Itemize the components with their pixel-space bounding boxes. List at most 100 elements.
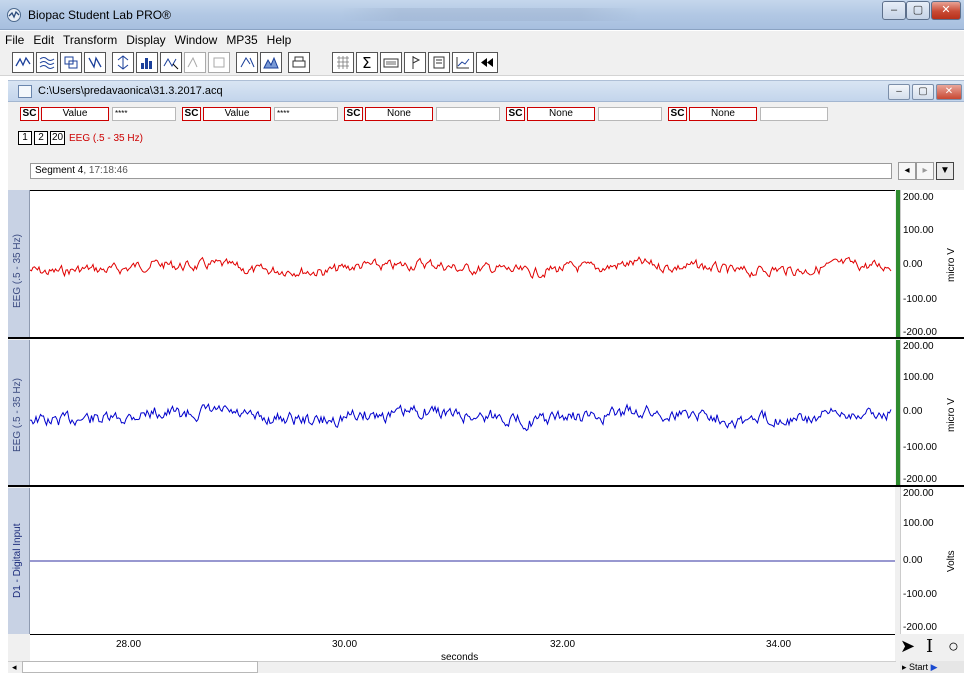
- channel-1-button[interactable]: 1: [18, 131, 32, 145]
- measurement-channel-4[interactable]: SC: [506, 107, 525, 121]
- rewind-icon[interactable]: [476, 52, 498, 73]
- menu-bar: File Edit Transform Display Window MP35 Help: [0, 31, 964, 49]
- measurement-result-1: ****: [112, 107, 176, 121]
- segment-time: , 17:18:46: [83, 165, 128, 176]
- eeg-trace-1: [30, 256, 892, 279]
- channel-2-button[interactable]: 2: [34, 131, 48, 145]
- start-bar: ▸ Start ▶: [900, 661, 964, 673]
- channel-20-button[interactable]: 20: [50, 131, 65, 145]
- scale-icon[interactable]: [112, 52, 134, 73]
- ch2-tick-m200: -200.00: [903, 474, 937, 485]
- channel-3-label-bar: D1 - Digital Input: [8, 488, 30, 634]
- menu-display[interactable]: Display: [126, 33, 166, 47]
- zoom-icon[interactable]: [160, 52, 182, 73]
- x-tick-30: 30.00: [332, 639, 358, 650]
- start-play-icon[interactable]: ▶: [930, 662, 938, 672]
- menu-edit[interactable]: Edit: [33, 33, 55, 47]
- printer-icon[interactable]: [288, 52, 310, 73]
- ch3-tick-m200: -200.00: [903, 622, 937, 633]
- doc-minimize-button[interactable]: –: [888, 84, 910, 100]
- segment-bar: Segment 4, 17:18:46: [30, 163, 892, 179]
- horizontal-scroll-thumb[interactable]: [22, 661, 258, 673]
- menu-help[interactable]: Help: [266, 33, 292, 47]
- measurement-function-2[interactable]: Value: [203, 107, 271, 121]
- channel-1-name: EEG (.5 - 35 Hz): [12, 234, 23, 308]
- measurement-channel-2[interactable]: SC: [182, 107, 201, 121]
- document-title-bar: C:\Users\predavaonica\31.3.2017.acq – ▢ …: [8, 80, 964, 102]
- ch2-tick-100: 100.00: [903, 372, 934, 383]
- close-button[interactable]: ✕: [931, 1, 961, 20]
- channel-separator-1: [8, 337, 964, 339]
- waveform-icon[interactable]: [12, 52, 34, 73]
- transform-icon[interactable]: [84, 52, 106, 73]
- x-tick-32: 32.00: [550, 639, 576, 650]
- doc-close-button[interactable]: ✕: [936, 84, 962, 100]
- time-axis: [30, 634, 895, 661]
- ch1-tick-0: 0.00: [903, 259, 923, 270]
- histogram-icon[interactable]: [136, 52, 158, 73]
- peak-icon[interactable]: [184, 52, 206, 73]
- menu-mp35[interactable]: MP35: [226, 33, 258, 47]
- journal-icon[interactable]: [428, 52, 450, 73]
- menu-file[interactable]: File: [5, 33, 25, 47]
- selected-channel-label: EEG (.5 - 35 Hz): [69, 133, 143, 144]
- measurement-result-3: [436, 107, 500, 121]
- toolbar: Σ: [0, 49, 964, 76]
- mountain-icon[interactable]: [260, 52, 282, 73]
- sigma-icon[interactable]: Σ: [356, 52, 378, 73]
- ch2-tick-200: 200.00: [903, 341, 934, 352]
- menu-transform[interactable]: Transform: [63, 33, 118, 47]
- ibeam-tool-icon[interactable]: I: [926, 636, 934, 657]
- segment-next-button[interactable]: ▸: [916, 162, 934, 180]
- keyboard-icon[interactable]: [380, 52, 402, 73]
- segment-dropdown-button[interactable]: ▼: [936, 162, 954, 180]
- x-tick-28: 28.00: [116, 639, 142, 650]
- x-axis-label: seconds: [441, 652, 479, 663]
- maximize-button[interactable]: ▢: [906, 1, 930, 20]
- window-title: Biopac Student Lab PRO®: [28, 8, 171, 22]
- measurement-result-4: [598, 107, 662, 121]
- waveform-canvas[interactable]: [30, 191, 895, 635]
- amplitude-scale-pane: [900, 190, 964, 634]
- zoom-tool-icon[interactable]: ○: [948, 636, 959, 656]
- marker-icon[interactable]: [404, 52, 426, 73]
- doc-maximize-button[interactable]: ▢: [912, 84, 934, 100]
- overlap-icon[interactable]: [60, 52, 82, 73]
- ch3-tick-m100: -100.00: [903, 589, 937, 600]
- grid-icon[interactable]: [332, 52, 354, 73]
- measurement-function-5[interactable]: None: [689, 107, 757, 121]
- autoscale-icon[interactable]: [208, 52, 230, 73]
- ch3-tick-0: 0.00: [903, 555, 923, 566]
- measurement-channel-5[interactable]: SC: [668, 107, 687, 121]
- filter-icon[interactable]: [36, 52, 58, 73]
- channel-1-active-bar: [896, 190, 900, 338]
- channel-1-label-bar: EEG (.5 - 35 Hz): [8, 190, 30, 338]
- measurement-function-4[interactable]: None: [527, 107, 595, 121]
- ch2-unit: micro V: [946, 398, 957, 432]
- chart-icon[interactable]: [452, 52, 474, 73]
- biopac-app-icon: [7, 8, 21, 22]
- waveform-plot-area[interactable]: [30, 190, 895, 634]
- ch1-tick-200: 200.00: [903, 192, 934, 203]
- measurement-channel-3[interactable]: SC: [344, 107, 363, 121]
- segment-prev-button[interactable]: ◂: [898, 162, 916, 180]
- ch2-tick-m100: -100.00: [903, 442, 937, 453]
- ch1-tick-100: 100.00: [903, 225, 934, 236]
- measurement-channel-1[interactable]: SC: [20, 107, 39, 121]
- start-button[interactable]: Start: [909, 662, 929, 672]
- ch3-tick-200: 200.00: [903, 488, 934, 499]
- ch3-tick-100: 100.00: [903, 518, 934, 529]
- ch3-unit: Volts: [946, 550, 957, 572]
- menu-window[interactable]: Window: [174, 33, 218, 47]
- arrow-tool-icon[interactable]: ➤: [900, 636, 916, 656]
- scroll-left-icon[interactable]: ◂: [12, 662, 17, 672]
- channel-2-label-bar: EEG (.5 - 35 Hz): [8, 340, 30, 486]
- document-title: C:\Users\predavaonica\31.3.2017.acq: [38, 85, 223, 97]
- scale-fit-icon[interactable]: [236, 52, 258, 73]
- measurement-function-1[interactable]: Value: [41, 107, 109, 121]
- measurement-result-5: [760, 107, 828, 121]
- ch1-tick-m100: -100.00: [903, 294, 937, 305]
- channel-2-name: EEG (.5 - 35 Hz): [12, 378, 23, 452]
- minimize-button[interactable]: –: [882, 1, 906, 20]
- measurement-function-3[interactable]: None: [365, 107, 433, 121]
